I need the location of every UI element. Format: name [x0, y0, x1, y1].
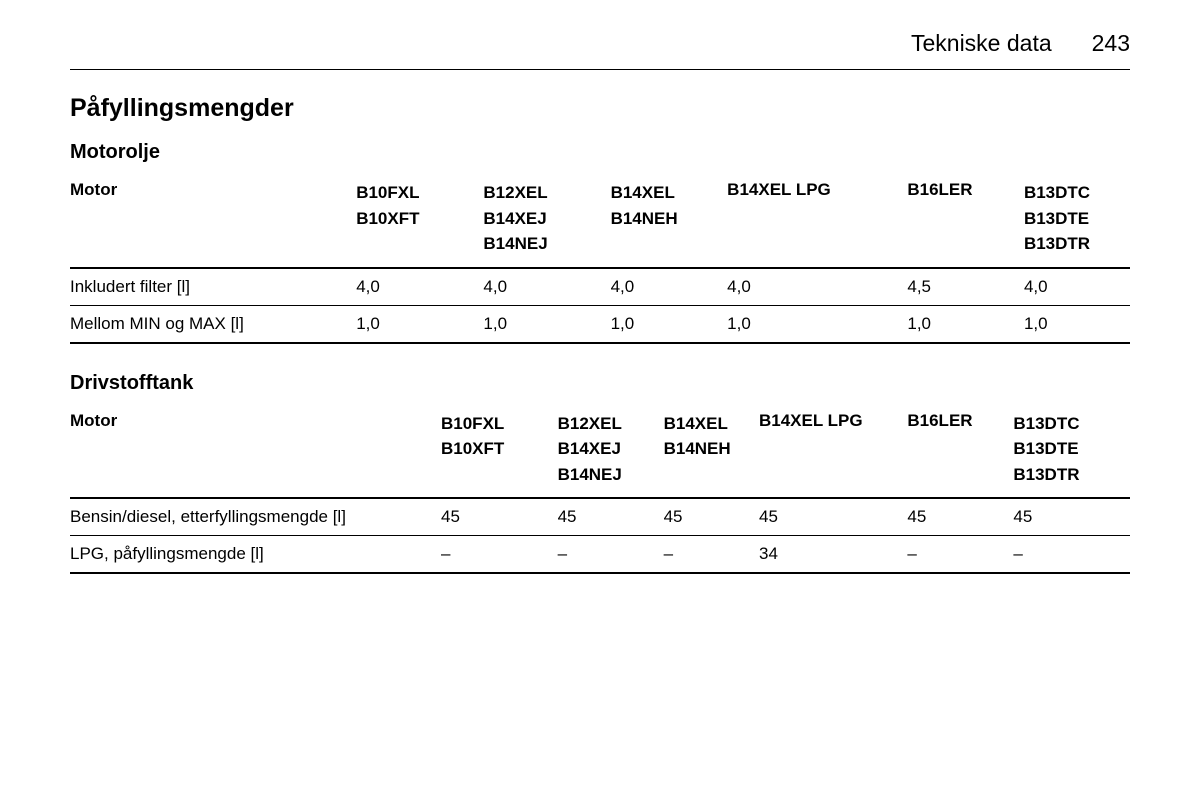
drivstofftank-column-header: Motor — [70, 405, 441, 499]
table-cell: Inkludert filter [l] — [70, 268, 356, 306]
motorolje-column-header: B12XELB14XEJB14NEJ — [483, 174, 610, 268]
table-cell: 4,0 — [483, 268, 610, 306]
table-row: LPG, påfyllingsmengde [l]–––34–– — [70, 536, 1130, 574]
drivstofftank-column-header: B12XELB14XEJB14NEJ — [558, 405, 664, 499]
motorolje-column-header: B16LER — [907, 174, 1024, 268]
table-cell: 4,0 — [1024, 268, 1130, 306]
motorolje-column-header: B14XELB14NEH — [611, 174, 728, 268]
motorolje-table: MotorB10FXLB10XFTB12XELB14XEJB14NEJB14XE… — [70, 174, 1130, 344]
table-row: Bensin/diesel, etterfyllingsmengde [l]45… — [70, 498, 1130, 536]
table-cell: 34 — [759, 536, 907, 574]
drivstofftank-column-header: B10FXLB10XFT — [441, 405, 558, 499]
drivstofftank-column-header: B14XEL LPG — [759, 405, 907, 499]
section-title: Tekniske data — [911, 30, 1052, 57]
table2-heading: Drivstofftank — [70, 372, 1130, 395]
table-cell: – — [558, 536, 664, 574]
drivstofftank-column-header: B14XELB14NEH — [664, 405, 759, 499]
main-heading: Påfyllingsmengder — [70, 94, 1130, 123]
table-cell: 45 — [664, 498, 759, 536]
motorolje-column-header: B14XEL LPG — [727, 174, 907, 268]
table-cell: – — [1013, 536, 1130, 574]
motorolje-column-header: B10FXLB10XFT — [356, 174, 483, 268]
table-cell: 4,0 — [727, 268, 907, 306]
table1-heading: Motorolje — [70, 141, 1130, 164]
table-cell: 45 — [907, 498, 1013, 536]
table-row: Inkludert filter [l]4,04,04,04,04,54,0 — [70, 268, 1130, 306]
table-row: Mellom MIN og MAX [l]1,01,01,01,01,01,0 — [70, 305, 1130, 343]
table-cell: 1,0 — [483, 305, 610, 343]
table-cell: LPG, påfyllingsmengde [l] — [70, 536, 441, 574]
table-cell: 4,0 — [356, 268, 483, 306]
table-cell: – — [441, 536, 558, 574]
table-cell: 1,0 — [907, 305, 1024, 343]
table-cell: 45 — [441, 498, 558, 536]
table-cell: 1,0 — [356, 305, 483, 343]
drivstofftank-table: MotorB10FXLB10XFTB12XELB14XEJB14NEJB14XE… — [70, 405, 1130, 575]
table-cell: 1,0 — [1024, 305, 1130, 343]
table-cell: 4,0 — [611, 268, 728, 306]
page-number: 243 — [1092, 30, 1130, 57]
table-cell: 1,0 — [611, 305, 728, 343]
table-cell: Mellom MIN og MAX [l] — [70, 305, 356, 343]
table-cell: – — [664, 536, 759, 574]
table-cell: – — [907, 536, 1013, 574]
table-cell: Bensin/diesel, etterfyllingsmengde [l] — [70, 498, 441, 536]
drivstofftank-column-header: B16LER — [907, 405, 1013, 499]
table-cell: 45 — [558, 498, 664, 536]
table-cell: 1,0 — [727, 305, 907, 343]
table-cell: 4,5 — [907, 268, 1024, 306]
motorolje-column-header: B13DTCB13DTEB13DTR — [1024, 174, 1130, 268]
table-cell: 45 — [759, 498, 907, 536]
table-cell: 45 — [1013, 498, 1130, 536]
motorolje-column-header: Motor — [70, 174, 356, 268]
page-header: Tekniske data 243 — [70, 30, 1130, 70]
drivstofftank-column-header: B13DTCB13DTEB13DTR — [1013, 405, 1130, 499]
